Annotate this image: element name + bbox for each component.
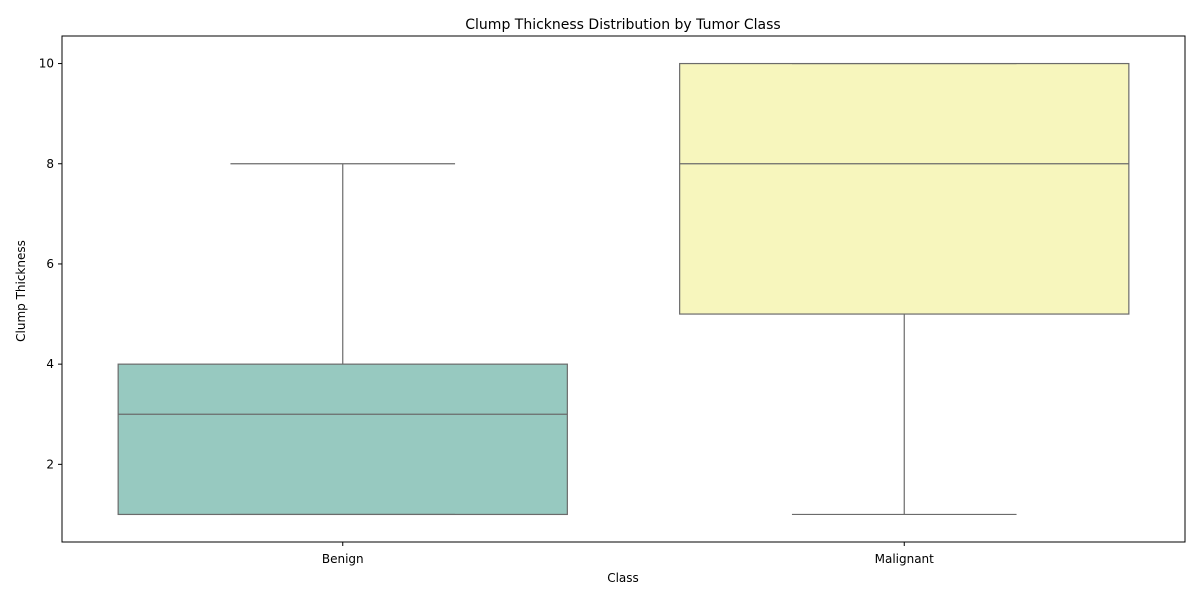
y-tick-label: 6 — [46, 257, 54, 271]
x-axis: Benign Malignant — [322, 542, 934, 566]
y-axis-label: Clump Thickness — [14, 240, 28, 342]
x-tick-label-benign: Benign — [322, 552, 364, 566]
box-body-malignant — [679, 62, 1130, 315]
box-body-benign — [117, 363, 568, 516]
x-axis-label: Class — [607, 571, 639, 585]
x-tick-label-malignant: Malignant — [875, 552, 935, 566]
box-malignant — [679, 62, 1130, 516]
chart-title: Clump Thickness Distribution by Tumor Cl… — [465, 17, 780, 33]
y-axis: 2 4 6 8 10 — [39, 57, 62, 471]
plot-frame — [61, 35, 1186, 543]
y-tick-label: 10 — [39, 57, 54, 71]
box-benign — [117, 163, 568, 516]
y-tick-label: 8 — [46, 157, 54, 171]
plot-area — [117, 62, 1130, 516]
y-tick-label: 2 — [46, 457, 54, 471]
y-tick-label: 4 — [46, 357, 54, 371]
